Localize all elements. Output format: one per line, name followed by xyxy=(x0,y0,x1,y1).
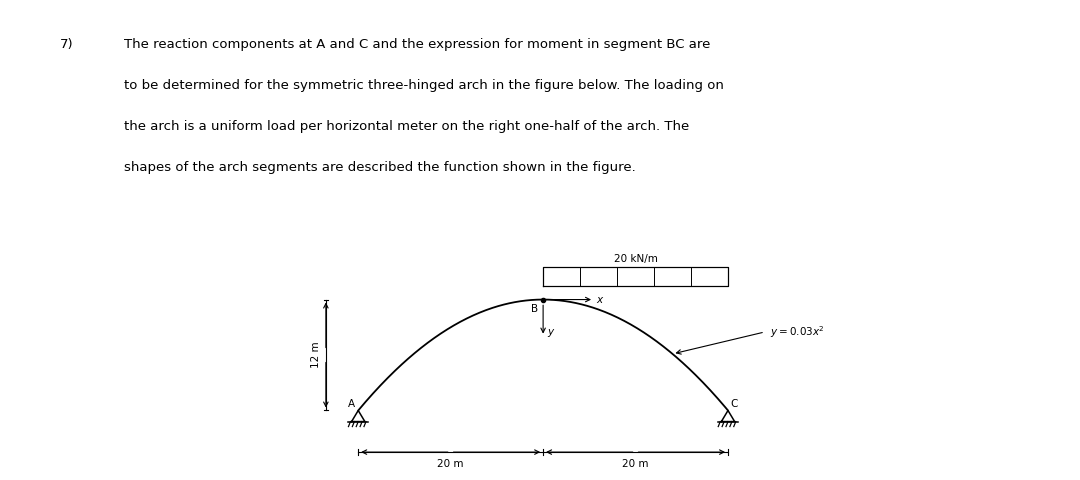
Text: B: B xyxy=(531,304,539,314)
Text: C: C xyxy=(731,399,738,409)
Text: 20 m: 20 m xyxy=(622,458,649,468)
Text: The reaction components at A and C and the expression for moment in segment BC a: The reaction components at A and C and t… xyxy=(124,38,711,51)
Text: the arch is a uniform load per horizontal meter on the right one-half of the arc: the arch is a uniform load per horizonta… xyxy=(124,120,689,133)
Text: 7): 7) xyxy=(59,38,73,51)
Text: to be determined for the symmetric three-hinged arch in the figure below. The lo: to be determined for the symmetric three… xyxy=(124,79,724,92)
Text: x: x xyxy=(597,295,603,304)
Text: 12 m: 12 m xyxy=(311,342,321,368)
Text: 20 m: 20 m xyxy=(437,458,464,468)
Text: A: A xyxy=(349,399,355,409)
Text: $y=0.03x^2$: $y=0.03x^2$ xyxy=(770,324,824,340)
Text: shapes of the arch segments are described the function shown in the figure.: shapes of the arch segments are describe… xyxy=(124,161,636,174)
Text: y: y xyxy=(548,327,554,337)
Text: 20 kN/m: 20 kN/m xyxy=(613,254,658,264)
